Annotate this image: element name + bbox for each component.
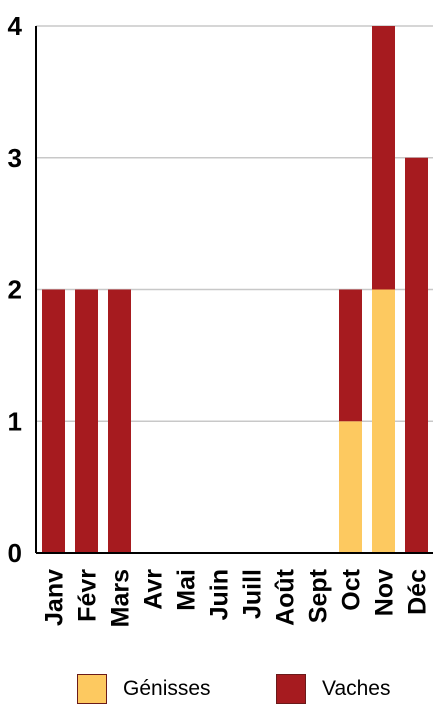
legend-swatch-vaches	[276, 674, 306, 704]
x-tick-labels: Janv Févr Mars Avr Mai Juin Juill Août Sept Oct No…	[41, 568, 432, 627]
x-tick-label: Janv	[41, 569, 69, 626]
bar-vaches	[42, 289, 65, 553]
x-tick-label: Déc	[404, 569, 432, 615]
bar-genisses	[339, 421, 362, 553]
grid-lines	[36, 25, 433, 422]
y-tick-label: 3	[8, 143, 22, 173]
x-tick-label: Août	[272, 568, 300, 626]
bars	[42, 26, 428, 553]
y-tick-label: 4	[8, 11, 23, 41]
y-tick-labels: 0 1 2 3 4	[8, 11, 23, 568]
x-tick-label: Juin	[206, 569, 234, 620]
legend-swatch-genisses	[77, 674, 107, 704]
legend-label-genisses: Génisses	[123, 677, 211, 700]
x-tick-label: Avr	[140, 569, 168, 610]
x-tick-label: Mai	[173, 569, 201, 611]
legend-label-vaches: Vaches	[322, 677, 391, 700]
x-tick-label: Nov	[371, 569, 399, 616]
legend-item-genisses: Génisses	[77, 672, 211, 706]
x-tick-label: Mars	[107, 569, 135, 627]
bar-vaches	[405, 157, 428, 553]
legend-item-vaches: Vaches	[276, 672, 391, 706]
y-tick-label: 2	[8, 275, 22, 305]
y-tick-label: 0	[8, 538, 22, 568]
stacked-bar-chart: 0 1 2 3 4 Janv Févr Mars Avr Mai Juin Juill Août Sep…	[8, 11, 433, 627]
x-tick-label: Févr	[74, 569, 102, 622]
x-tick-label: Juill	[239, 569, 267, 619]
bar-vaches	[75, 289, 98, 553]
legend: Génisses Vaches	[0, 672, 433, 708]
axes	[35, 26, 433, 554]
x-tick-label: Oct	[338, 568, 366, 610]
bar-genisses	[372, 289, 395, 553]
bar-vaches	[372, 26, 395, 290]
bar-vaches	[339, 289, 362, 422]
y-tick-label: 1	[8, 406, 22, 436]
x-tick-label: Sept	[305, 568, 333, 623]
bar-vaches	[108, 289, 131, 553]
